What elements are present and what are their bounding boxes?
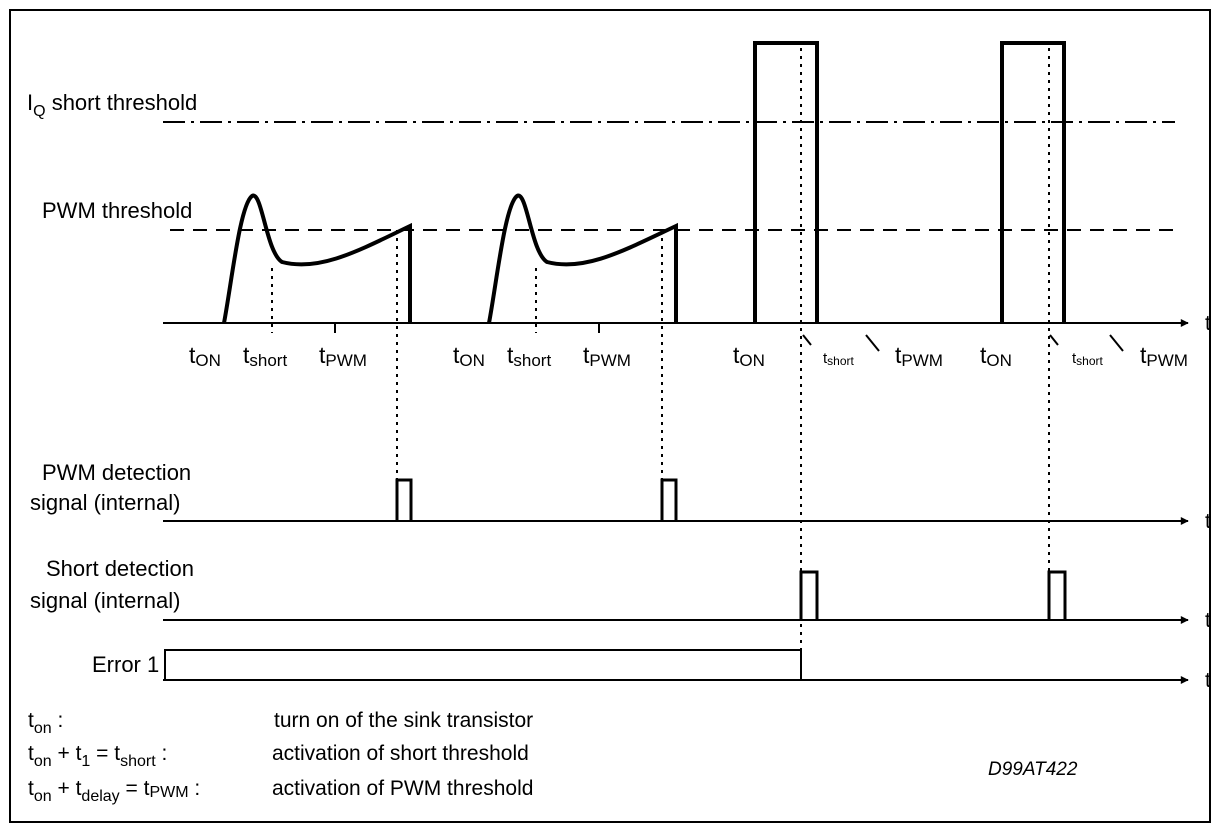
short-detection-label-line2: signal (internal) bbox=[30, 588, 180, 613]
tpwm-slant-tick-1 bbox=[865, 334, 880, 352]
time-axis-label: t bbox=[1205, 669, 1211, 692]
legend-row-2-lhs: ton + t1 = tshort : bbox=[28, 742, 167, 770]
slanted-ticks bbox=[802, 334, 1124, 352]
pwm-detection-label-line1: PWM detection bbox=[42, 460, 191, 485]
ton-marker-2: tON bbox=[453, 342, 485, 370]
time-axis-label: t bbox=[1205, 609, 1211, 632]
tshort-marker-4: tshort bbox=[1072, 350, 1104, 368]
tpwm-slant-tick-2 bbox=[1109, 334, 1124, 352]
tpwm-marker-3: tPWM bbox=[895, 342, 943, 370]
time-markers: tON tshort tPWM tON tshort tPWM tON tsho… bbox=[189, 342, 1188, 370]
short-detection-label-line1: Short detection bbox=[46, 556, 194, 581]
tpwm-marker-1: tPWM bbox=[319, 342, 367, 370]
pwm-detection-label-line2: signal (internal) bbox=[30, 490, 180, 515]
error1-signal bbox=[164, 649, 802, 680]
ton-marker-3: tON bbox=[733, 342, 765, 370]
figure-code: D99AT422 bbox=[988, 759, 1078, 780]
pwm-detection-pulse-2 bbox=[660, 478, 678, 521]
tshort-marker-1: tshort bbox=[243, 342, 287, 370]
short-pulse-1 bbox=[753, 41, 819, 323]
tshort-marker-3: tshort bbox=[823, 350, 855, 368]
pwm-detection-pulse-1 bbox=[395, 478, 413, 521]
iq-short-threshold-label: IQ short threshold bbox=[27, 90, 197, 120]
error1-label: Error 1 bbox=[92, 652, 159, 677]
legend-row-3-lhs: ton + tdelay = tPWM : bbox=[28, 777, 200, 805]
short-pulse-2 bbox=[1000, 41, 1066, 323]
tshort-marker-2: tshort bbox=[507, 342, 551, 370]
legend: ton : turn on of the sink transistor ton… bbox=[28, 709, 533, 805]
tshort-slant-tick-1 bbox=[802, 334, 812, 346]
legend-row-3-desc: activation of PWM threshold bbox=[272, 777, 533, 800]
dotted-guides bbox=[271, 48, 1050, 680]
tpwm-marker-2: tPWM bbox=[583, 342, 631, 370]
tpwm-marker-4: tPWM bbox=[1140, 342, 1188, 370]
ton-marker-4: tON bbox=[980, 342, 1012, 370]
time-axis-label: t bbox=[1205, 312, 1211, 335]
pwm-threshold-label: PWM threshold bbox=[42, 198, 192, 223]
current-pulse-2 bbox=[487, 193, 678, 324]
tshort-slant-tick-2 bbox=[1049, 334, 1059, 346]
current-pulse-1 bbox=[222, 193, 412, 324]
legend-row-1-lhs: ton : bbox=[28, 709, 63, 737]
ton-marker-1: tON bbox=[189, 342, 221, 370]
figure-frame bbox=[9, 9, 1211, 823]
time-axis-label: t bbox=[1205, 510, 1211, 533]
short-detection-pulse-2 bbox=[1047, 570, 1067, 620]
legend-row-1-desc: turn on of the sink transistor bbox=[274, 709, 533, 732]
short-detection-pulse-1 bbox=[799, 570, 819, 620]
legend-row-2-desc: activation of short threshold bbox=[272, 742, 529, 765]
